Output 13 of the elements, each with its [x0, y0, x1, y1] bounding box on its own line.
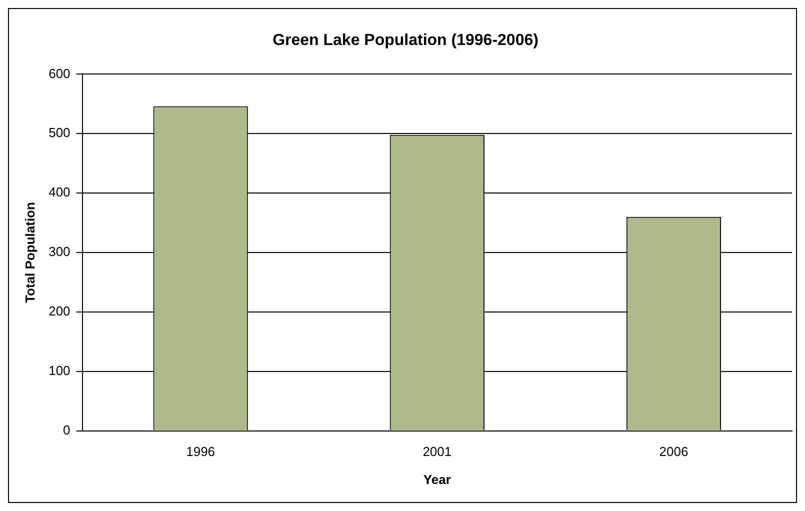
- y-tick-label: 200: [48, 304, 70, 319]
- y-axis-title: Total Population: [22, 202, 38, 303]
- y-tick-label: 600: [48, 66, 70, 81]
- y-tick-label: 500: [48, 125, 70, 140]
- x-tick-label: 2006: [659, 444, 688, 460]
- chart-title: Green Lake Population (1996-2006): [272, 32, 538, 50]
- x-tick-label: 1996: [186, 444, 216, 460]
- y-tick-label: 400: [48, 184, 70, 200]
- x-axis-title: Year: [423, 472, 451, 487]
- x-tick-label: 2001: [422, 444, 452, 460]
- y-tick-label: 300: [48, 244, 70, 260]
- y-tick-label: 100: [48, 362, 70, 378]
- y-tick-label: 0: [63, 422, 70, 438]
